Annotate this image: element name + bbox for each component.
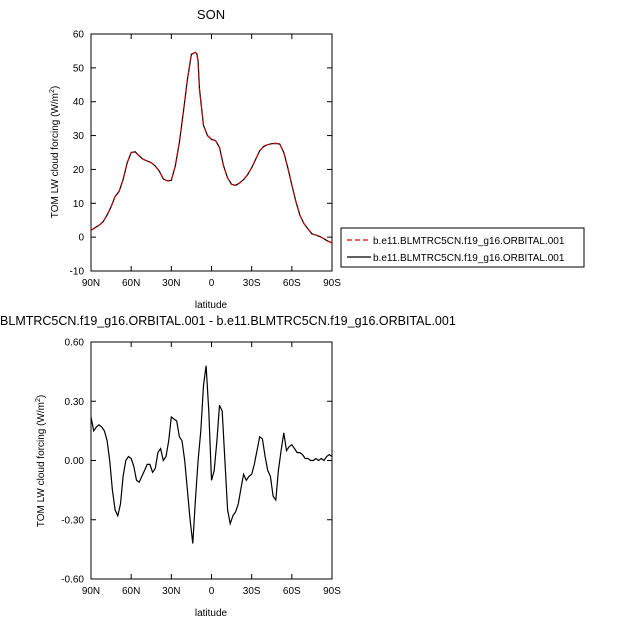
bottom-y-label-main: TOM LW cloud forcing (W/m	[36, 402, 47, 527]
y-tick-label: 0.00	[65, 456, 85, 467]
y-tick-label: 0.60	[65, 338, 85, 349]
legend-box	[340, 227, 585, 268]
bottom-difference-line	[90, 365, 333, 544]
bottom-y-label-sup: 2	[35, 398, 42, 402]
x-tick-label: 60S	[283, 586, 301, 597]
y-tick-label: 0	[78, 233, 84, 244]
bottom-chart: b.e11.BLMTRC5CN.f19_g16.ORBITAL.001 - b.…	[0, 314, 456, 619]
top-y-label-sup: 2	[49, 89, 56, 93]
y-tick-label: 30	[73, 131, 85, 142]
bottom-y-axis-label: TOM LW cloud forcing (W/m2)	[35, 395, 47, 527]
x-tick-label: 30N	[162, 278, 180, 289]
y-tick-label: 50	[73, 63, 85, 74]
top-y-axis-label: TOM LW cloud forcing (W/m2)	[49, 86, 61, 218]
x-tick-label: 90S	[323, 278, 341, 289]
legend-entry-1: b.e11.BLMTRC5CN.f19_g16.ORBITAL.001	[373, 236, 565, 247]
x-tick-label: 90N	[82, 586, 100, 597]
top-chart: SON -10 0 10 20 30 40 50 60 90N 60N 30N 0 30S 60S 90S…	[49, 7, 341, 311]
top-series-dashed-line	[90, 51, 333, 244]
top-series-solid-line	[90, 51, 333, 244]
y-tick-label: -0.60	[61, 575, 84, 586]
bottom-y-axis: -0.60 -0.30 0.00 0.30 0.60	[61, 338, 332, 586]
top-chart-title: SON	[197, 7, 225, 22]
x-tick-label: 30N	[162, 586, 180, 597]
x-tick-label: 60S	[283, 278, 301, 289]
y-tick-label: 60	[73, 30, 85, 41]
legend-entry-2: b.e11.BLMTRC5CN.f19_g16.ORBITAL.001	[373, 253, 565, 264]
bottom-x-axis: 90N 60N 30N 0 30S 60S 90S	[82, 342, 341, 597]
top-y-label-end: )	[50, 86, 61, 89]
y-tick-label: -10	[70, 267, 85, 278]
bottom-plot-frame	[90, 341, 333, 580]
x-tick-label: 0	[209, 586, 215, 597]
x-tick-label: 60N	[122, 586, 140, 597]
top-y-label-main: TOM LW cloud forcing (W/m	[50, 93, 61, 218]
x-tick-label: 0	[209, 278, 215, 289]
x-tick-label: 90N	[82, 278, 100, 289]
bottom-chart-title: b.e11.BLMTRC5CN.f19_g16.ORBITAL.001 - b.…	[0, 314, 456, 328]
y-tick-label: 10	[73, 199, 85, 210]
top-x-axis-label: latitude	[195, 300, 228, 311]
x-tick-label: 30S	[243, 278, 261, 289]
top-y-axis: -10 0 10 20 30 40 50 60	[70, 30, 332, 278]
bottom-x-axis-label: latitude	[195, 608, 228, 619]
top-plot-frame	[90, 33, 333, 272]
x-tick-label: 90S	[323, 586, 341, 597]
bottom-y-label-end: )	[36, 395, 47, 398]
y-tick-label: 0.30	[65, 397, 85, 408]
y-tick-label: 20	[73, 165, 85, 176]
legend: b.e11.BLMTRC5CN.f19_g16.ORBITAL.001 b.e1…	[340, 227, 585, 268]
x-tick-label: 30S	[243, 586, 261, 597]
y-tick-label: -0.30	[61, 515, 84, 526]
top-x-axis: 90N 60N 30N 0 30S 60S 90S	[82, 34, 341, 289]
x-tick-label: 60N	[122, 278, 140, 289]
y-tick-label: 40	[73, 97, 85, 108]
